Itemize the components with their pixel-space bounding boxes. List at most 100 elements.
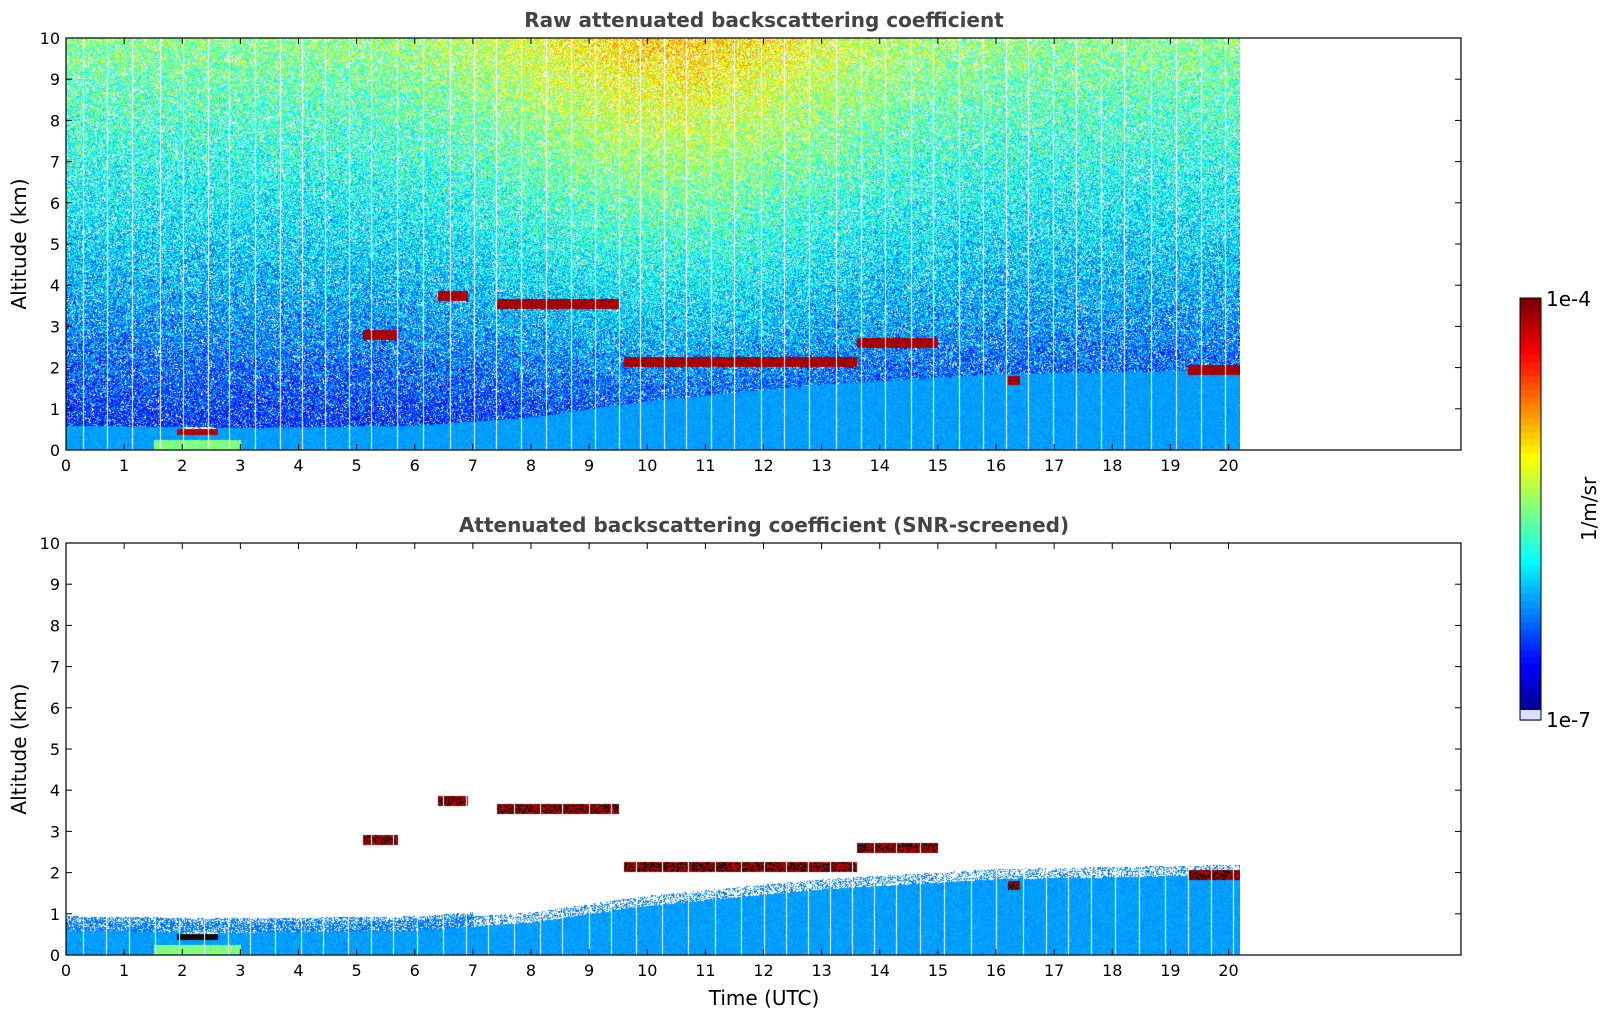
colorbar-step bbox=[1520, 438, 1541, 447]
x-tick-label: 14 bbox=[870, 456, 890, 475]
y-tick-label: 5 bbox=[50, 235, 60, 254]
x-tick-label: 17 bbox=[1044, 961, 1064, 980]
y-tick-label: 8 bbox=[50, 616, 60, 635]
colorbar-step bbox=[1520, 333, 1541, 341]
colorbar-step bbox=[1520, 523, 1541, 531]
colorbar-step bbox=[1520, 424, 1541, 433]
x-tick-label: 1 bbox=[119, 456, 129, 475]
x-tick-label: 19 bbox=[1160, 456, 1180, 475]
y-tick-label: 6 bbox=[50, 194, 60, 213]
colorbar: 1e-4 1e-7 1/m/sr bbox=[1519, 287, 1601, 732]
colorbar-step bbox=[1520, 347, 1541, 355]
colorbar-step bbox=[1520, 684, 1541, 693]
y-tick-label: 1 bbox=[50, 905, 60, 924]
y-tick-label: 0 bbox=[50, 946, 60, 965]
x-axis: 0 1 2 3 4 5 6 7 8 9 10 11 12 13 14 15 16 17 18 19 20 bbox=[61, 38, 1239, 475]
colorbar-step bbox=[1520, 656, 1541, 665]
colorbar-step bbox=[1520, 705, 1541, 714]
x-tick-label: 3 bbox=[235, 961, 245, 980]
colorbar-step bbox=[1520, 649, 1541, 658]
colorbar-step bbox=[1520, 354, 1541, 362]
x-tick-label: 1 bbox=[119, 961, 129, 980]
colorbar-step bbox=[1520, 368, 1541, 376]
heatmap-image bbox=[66, 543, 1240, 955]
colorbar-step bbox=[1520, 417, 1541, 426]
colorbar-step bbox=[1520, 403, 1541, 412]
x-tick-label: 7 bbox=[468, 961, 478, 980]
x-tick-label: 18 bbox=[1102, 456, 1122, 475]
x-tick-label: 20 bbox=[1218, 456, 1238, 475]
x-tick-label: 15 bbox=[928, 961, 948, 980]
colorbar-step bbox=[1520, 537, 1541, 545]
x-tick-label: 0 bbox=[61, 456, 71, 475]
colorbar-step bbox=[1520, 558, 1541, 566]
x-tick-label: 13 bbox=[811, 456, 831, 475]
x-tick-label: 3 bbox=[235, 456, 245, 475]
x-tick-label: 15 bbox=[928, 456, 948, 475]
x-tick-label: 9 bbox=[584, 961, 594, 980]
colorbar-step bbox=[1520, 480, 1541, 489]
x-tick-label: 19 bbox=[1160, 961, 1180, 980]
y-tick-label: 1 bbox=[50, 400, 60, 419]
colorbar-step bbox=[1520, 509, 1541, 517]
colorbar-step bbox=[1520, 452, 1541, 461]
x-axis-label: Time (UTC) bbox=[708, 986, 820, 1010]
y-axis-label: Altitude (km) bbox=[7, 683, 31, 814]
colorbar-step bbox=[1520, 551, 1541, 559]
y-tick-label: 5 bbox=[50, 740, 60, 759]
x-tick-label: 8 bbox=[526, 961, 536, 980]
colorbar-step bbox=[1520, 614, 1541, 623]
y-tick-label: 7 bbox=[50, 153, 60, 172]
x-tick-label: 5 bbox=[352, 456, 362, 475]
x-tick-label: 4 bbox=[293, 456, 303, 475]
y-axis: 0 1 2 3 4 5 6 7 8 9 10 bbox=[40, 29, 1461, 460]
colorbar-step bbox=[1520, 501, 1541, 510]
colorbar-step bbox=[1520, 410, 1541, 419]
colorbar-step bbox=[1520, 677, 1541, 686]
colorbar-step bbox=[1520, 710, 1541, 720]
x-tick-label: 18 bbox=[1102, 961, 1122, 980]
y-tick-label: 9 bbox=[50, 70, 60, 89]
colorbar-max-label: 1e-4 bbox=[1546, 287, 1591, 311]
x-tick-label: 17 bbox=[1044, 456, 1064, 475]
y-tick-label: 0 bbox=[50, 441, 60, 460]
x-tick-label: 11 bbox=[695, 456, 715, 475]
colorbar-step bbox=[1520, 389, 1541, 398]
colorbar-step bbox=[1520, 312, 1541, 320]
colorbar-unit-label: 1/m/sr bbox=[1577, 476, 1601, 541]
x-tick-label: 16 bbox=[986, 456, 1006, 475]
colorbar-step bbox=[1520, 530, 1541, 538]
y-axis-label: Altitude (km) bbox=[7, 178, 31, 309]
x-tick-label: 2 bbox=[177, 961, 187, 980]
raw-backscatter-heatmap bbox=[66, 38, 1240, 450]
colorbar-step bbox=[1520, 544, 1541, 552]
x-tick-label: 13 bbox=[811, 961, 831, 980]
panel-title: Attenuated backscattering coefficient (S… bbox=[459, 513, 1069, 537]
colorbar-step bbox=[1520, 319, 1541, 327]
x-tick-label: 12 bbox=[753, 456, 773, 475]
y-axis: 0 1 2 3 4 5 6 7 8 9 10 bbox=[40, 534, 1461, 965]
panel-title: Raw attenuated backscattering coefficien… bbox=[524, 8, 1004, 32]
y-tick-label: 10 bbox=[40, 534, 60, 553]
y-tick-label: 4 bbox=[50, 276, 60, 295]
colorbar-step bbox=[1520, 607, 1541, 616]
colorbar-step bbox=[1520, 466, 1541, 475]
snr-screened-panel: Attenuated backscattering coefficient (S… bbox=[7, 513, 1462, 1010]
colorbar-step bbox=[1520, 494, 1541, 503]
colorbar-step bbox=[1520, 698, 1541, 707]
colorbar-step bbox=[1520, 579, 1541, 587]
x-tick-label: 2 bbox=[177, 456, 187, 475]
colorbar-step bbox=[1520, 487, 1541, 496]
x-tick-label: 9 bbox=[584, 456, 594, 475]
y-tick-label: 2 bbox=[50, 864, 60, 883]
y-tick-label: 4 bbox=[50, 781, 60, 800]
colorbar-step bbox=[1520, 516, 1541, 524]
x-tick-label: 6 bbox=[410, 456, 420, 475]
colorbar-gradient bbox=[1520, 298, 1541, 721]
colorbar-step bbox=[1520, 565, 1541, 573]
snr-screened-heatmap bbox=[66, 543, 1240, 955]
colorbar-step bbox=[1520, 298, 1541, 306]
colorbar-step bbox=[1520, 621, 1541, 630]
x-tick-label: 5 bbox=[352, 961, 362, 980]
